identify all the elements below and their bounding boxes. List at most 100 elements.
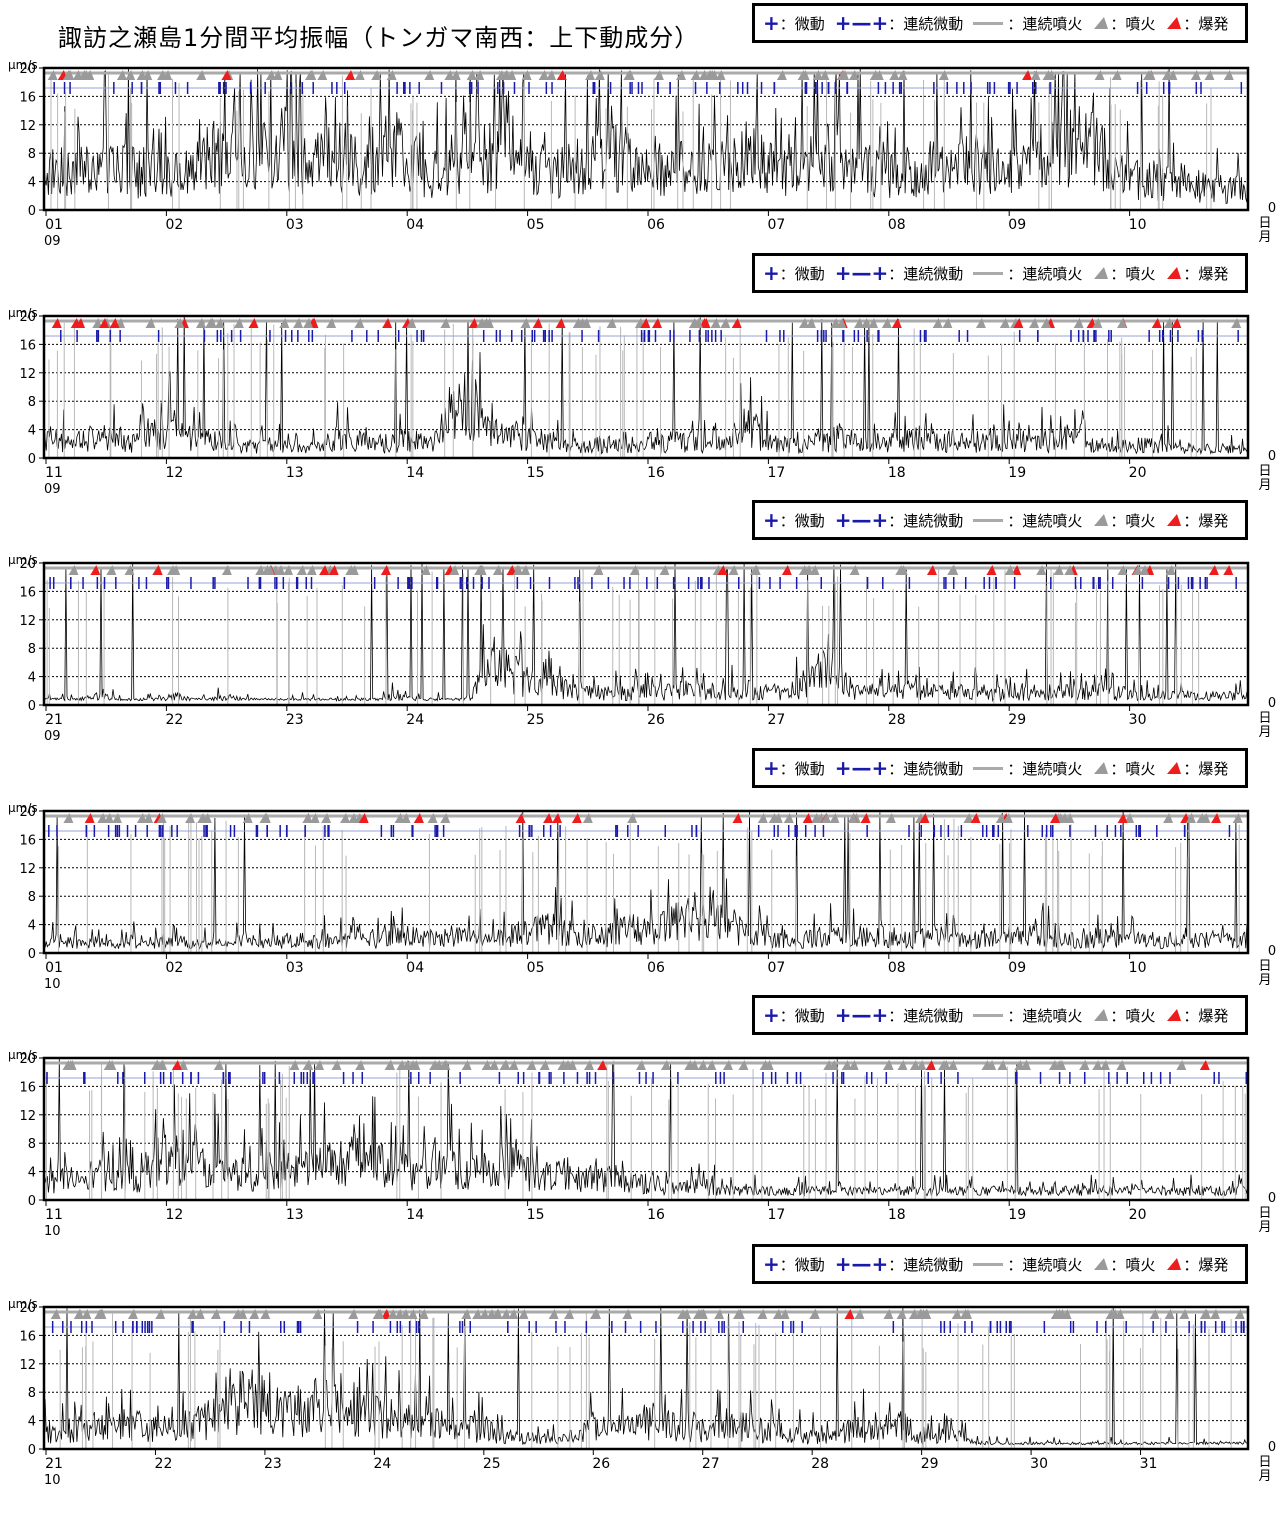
y-tick-label: 20 xyxy=(19,1301,36,1316)
eruption-marker xyxy=(427,813,438,823)
x-tick-label: 07 xyxy=(767,960,785,976)
eruption-marker xyxy=(768,813,779,823)
y-tick-label: 4 xyxy=(28,671,36,686)
eruption-marker xyxy=(849,565,860,575)
eruption-marker xyxy=(1210,1309,1221,1319)
explosion-marker xyxy=(468,318,479,328)
explosion-marker xyxy=(640,318,651,328)
y-tick-label: 0 xyxy=(28,699,36,714)
legend-explosion: ：爆発 xyxy=(1183,264,1229,283)
legend-continuous-eruption: ：連続噴火 xyxy=(1007,14,1083,33)
eruption-marker xyxy=(995,813,1006,823)
eruption-marker xyxy=(1073,318,1084,328)
eruption-marker xyxy=(695,1309,706,1319)
explosion-marker xyxy=(380,565,391,575)
eruption-marker xyxy=(763,1060,774,1070)
eruption-marker xyxy=(1064,565,1075,575)
explosion-marker xyxy=(90,565,101,575)
explosion-marker xyxy=(926,565,937,575)
explosion-marker xyxy=(1022,70,1033,80)
eruption-marker xyxy=(449,565,460,575)
legend-continuous-tremor: ：連続微動 xyxy=(888,511,964,530)
eruption-marker xyxy=(539,1060,550,1070)
eruption-marker xyxy=(1179,1309,1190,1319)
eruption-marker xyxy=(95,1309,106,1319)
y-tick-label: 0 xyxy=(28,1194,36,1209)
explosion-marker xyxy=(1013,318,1024,328)
axis-end-unit: 日 xyxy=(1258,464,1271,479)
amplitude-trace xyxy=(43,1058,1249,1197)
month-label: 10 xyxy=(44,977,61,992)
legend-eruption: ：噴火 xyxy=(1110,264,1156,283)
eruption-marker xyxy=(103,813,114,823)
x-tick-label: 08 xyxy=(888,960,906,976)
eruption-marker xyxy=(582,813,593,823)
eruption-marker xyxy=(1029,318,1040,328)
eruption-marker xyxy=(303,318,314,328)
eruption-marker xyxy=(908,1309,919,1319)
x-tick-label: 12 xyxy=(165,1207,183,1223)
eruption-marker xyxy=(1117,565,1128,575)
explosion-triangle-icon xyxy=(1165,512,1183,528)
eruption-marker xyxy=(1132,565,1143,575)
continuous-tremor-marker-icon: +—+ xyxy=(834,11,889,35)
explosion-marker xyxy=(248,318,259,328)
x-tick-label: 05 xyxy=(527,960,545,976)
eruption-marker xyxy=(897,1060,908,1070)
eruption-marker xyxy=(809,1309,820,1319)
eruption-marker xyxy=(296,565,307,575)
x-tick-label: 28 xyxy=(811,1456,829,1472)
y-tick-label: 8 xyxy=(28,395,36,410)
eruption-marker xyxy=(387,1309,398,1319)
eruption-marker xyxy=(62,70,73,80)
eruption-marker xyxy=(317,70,328,80)
y-tick-label: 20 xyxy=(19,557,36,572)
legend-box: + ：微動 +—+ ：連続微動 ：連続噴火 ：噴火 ：爆発 xyxy=(752,253,1248,293)
eruption-marker xyxy=(314,1060,325,1070)
eruption-marker xyxy=(868,318,879,328)
x-tick-label: 22 xyxy=(165,712,183,728)
explosion-triangle-icon xyxy=(1165,760,1183,776)
eruption-marker xyxy=(444,70,455,80)
eruption-marker xyxy=(81,1309,92,1319)
eruption-marker xyxy=(1232,813,1243,823)
eruption-marker xyxy=(557,1060,568,1070)
x-tick-label: 30 xyxy=(1129,712,1147,728)
axis-end-unit: 月 xyxy=(1258,973,1271,988)
x-tick-label: 11 xyxy=(45,465,63,481)
eruption-marker xyxy=(47,70,58,80)
eruption-marker xyxy=(348,565,359,575)
x-tick-label: 06 xyxy=(647,217,665,233)
legend-eruption: ：噴火 xyxy=(1110,759,1156,778)
eruption-marker xyxy=(63,813,74,823)
eruption-marker xyxy=(1092,318,1103,328)
eruption-marker xyxy=(1231,318,1242,328)
eruption-marker xyxy=(106,565,117,575)
legend-eruption: ：噴火 xyxy=(1110,1255,1156,1274)
x-tick-label: 26 xyxy=(592,1456,610,1472)
y-unit-label: μm/s xyxy=(8,1297,38,1311)
eruption-marker xyxy=(779,1309,790,1319)
x-tick-label: 20 xyxy=(1129,1207,1147,1223)
eruption-marker xyxy=(1004,565,1015,575)
eruption-marker xyxy=(68,565,79,575)
x-tick-label: 17 xyxy=(767,1207,785,1223)
amplitude-trace xyxy=(43,68,1249,205)
y-tick-label: 12 xyxy=(19,614,36,629)
eruption-marker xyxy=(440,813,451,823)
eruption-marker xyxy=(853,318,864,328)
eruption-marker xyxy=(841,1060,852,1070)
plot-frame xyxy=(42,1305,1250,1451)
tremor-marker-icon: + xyxy=(763,508,780,532)
legend-continuous-eruption: ：連続噴火 xyxy=(1007,264,1083,283)
eruption-marker xyxy=(823,1060,834,1070)
axis-end-unit: 月 xyxy=(1258,725,1271,740)
eruption-marker xyxy=(594,70,605,80)
eruption-marker xyxy=(975,318,986,328)
eruption-marker xyxy=(205,318,216,328)
legend-continuous-tremor: ：連続微動 xyxy=(888,1255,964,1274)
eruption-marker xyxy=(508,1309,519,1319)
eruption-marker xyxy=(830,318,841,328)
axis-end-label: 0 xyxy=(1268,201,1276,216)
